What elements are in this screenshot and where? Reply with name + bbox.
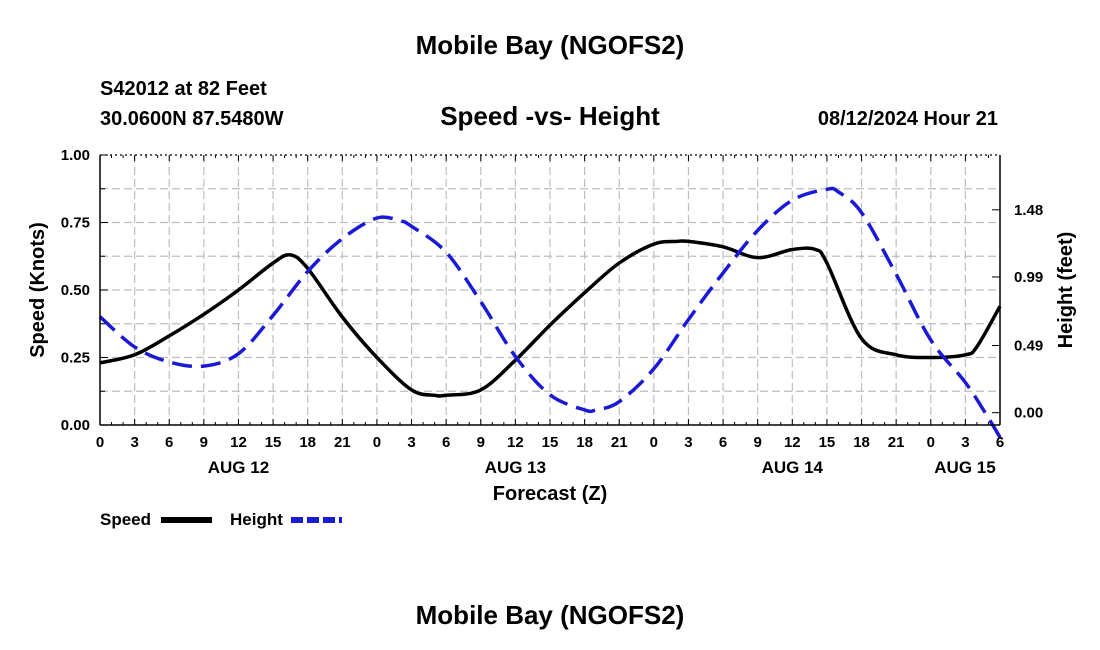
x-tick-label: 3 (407, 434, 415, 451)
x-tick-label: 3 (130, 434, 138, 451)
x-tick-label: 6 (442, 434, 450, 451)
x-tick-label: 0 (373, 434, 381, 451)
x-tick-label: 12 (784, 434, 801, 451)
y-axis-label: Speed (Knots) (27, 222, 49, 358)
x-tick-label: 15 (819, 434, 836, 451)
y2-tick-label: 0.00 (1014, 405, 1043, 422)
chart-title: Speed -vs- Height (440, 101, 660, 131)
legend-height-label: Height (230, 510, 283, 529)
y2-tick-label: 1.48 (1014, 202, 1043, 219)
legend-speed-label: Speed (100, 510, 151, 529)
x-tick-label: 0 (927, 434, 935, 451)
y-axis-right: 0.00 0.49 0.99 1.48 (992, 202, 1043, 422)
x-tick-label: 21 (888, 434, 905, 451)
y2-tick-label: 0.99 (1014, 269, 1043, 286)
series-line-speed (99, 239, 1002, 398)
x-tick-label: 0 (96, 434, 104, 451)
grid (100, 155, 1000, 425)
x-tick-label: 18 (299, 434, 316, 451)
day-label: AUG 15 (934, 458, 995, 477)
series-layer (98, 186, 1002, 439)
x-tick-label: 3 (961, 434, 969, 451)
x-tick-label: 0 (650, 434, 658, 451)
legend: Speed Height (100, 510, 342, 529)
y-tick-label: 1.00 (61, 147, 90, 164)
x-tick-label: 12 (230, 434, 247, 451)
x-tick-label: 9 (200, 434, 208, 451)
x-tick-label: 9 (754, 434, 762, 451)
x-tick-label: 6 (165, 434, 173, 451)
x-axis-label: Forecast (Z) (493, 483, 607, 505)
series-line-height (98, 186, 1002, 439)
coords-label: 30.0600N 87.5480W (100, 108, 284, 130)
x-tick-label: 12 (507, 434, 524, 451)
x-tick-label: 6 (719, 434, 727, 451)
day-label: AUG 14 (762, 458, 824, 477)
bottom-title: Mobile Bay (NGOFS2) (416, 600, 685, 630)
day-label: AUG 12 (208, 458, 269, 477)
day-label: AUG 13 (485, 458, 546, 477)
x-tick-label: 6 (996, 434, 1004, 451)
x-tick-label: 15 (542, 434, 559, 451)
y2-axis-label: Height (feet) (1055, 232, 1077, 349)
y-tick-label: 0.50 (61, 282, 90, 299)
station-label: S42012 at 82 Feet (100, 78, 267, 100)
x-tick-label: 15 (265, 434, 282, 451)
main-title: Mobile Bay (NGOFS2) (416, 30, 685, 60)
x-tick-label: 18 (853, 434, 870, 451)
y-tick-label: 0.00 (61, 417, 90, 434)
x-tick-label: 21 (334, 434, 351, 451)
x-axis: 0 3 6 9 12 15 18 21 0 3 6 9 12 15 18 21 0 3 6 9 12 15 18 21 0 3 6A… (96, 155, 1004, 477)
y2-tick-label: 0.49 (1014, 338, 1043, 355)
x-tick-label: 18 (576, 434, 593, 451)
y-tick-label: 0.25 (61, 350, 90, 367)
x-tick-label: 3 (684, 434, 692, 451)
y-tick-label: 0.75 (61, 215, 90, 232)
y-axis-left: 0.00 0.25 0.50 0.75 1.00 (61, 147, 108, 434)
x-tick-label: 21 (611, 434, 628, 451)
x-tick-label: 9 (477, 434, 485, 451)
datetime-label: 08/12/2024 Hour 21 (818, 108, 998, 130)
